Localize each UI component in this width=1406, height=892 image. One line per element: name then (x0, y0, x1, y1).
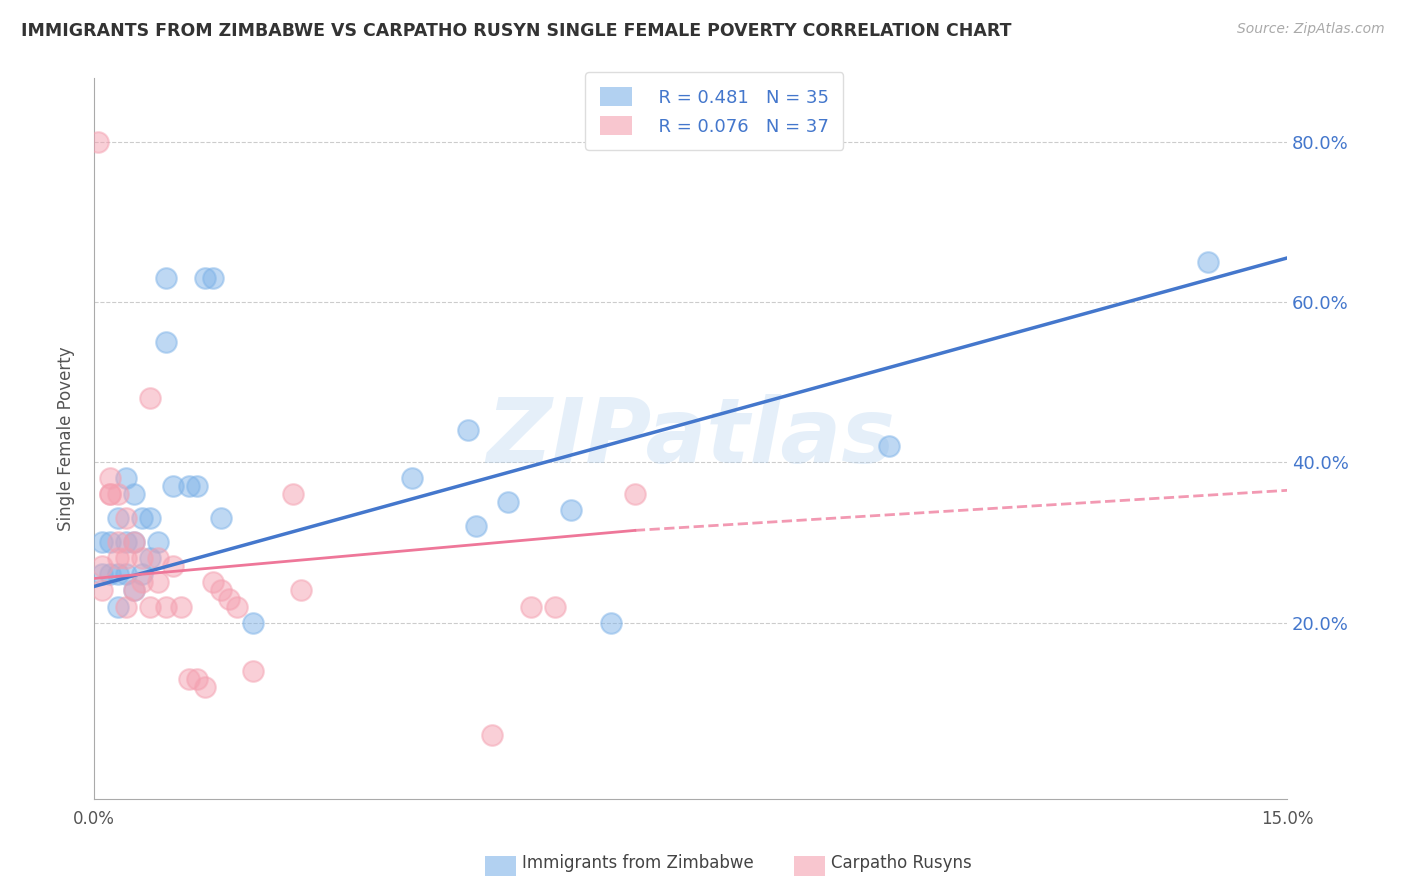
Point (98, 471, 121, 485)
Point (544, 599, 567, 614)
Point (194, 680, 217, 694)
Text: IMMIGRANTS FROM ZIMBABWE VS CARPATHO RUSYN SINGLE FEMALE POVERTY CORRELATION CHA: IMMIGRANTS FROM ZIMBABWE VS CARPATHO RUS… (21, 22, 1011, 40)
Point (122, 535, 145, 549)
Point (146, 575, 169, 590)
Point (107, 487, 129, 501)
Point (107, 567, 129, 582)
Point (98, 487, 121, 501)
Text: Immigrants from Zimbabwe: Immigrants from Zimbabwe (522, 855, 754, 872)
Point (114, 551, 136, 566)
Text: Carpatho Rusyns: Carpatho Rusyns (831, 855, 972, 872)
Point (624, 487, 647, 501)
Point (186, 479, 208, 493)
Point (114, 471, 136, 485)
Point (114, 535, 136, 549)
Point (226, 599, 249, 614)
Point (131, 575, 153, 590)
Y-axis label: Single Female Poverty: Single Female Poverty (58, 346, 75, 531)
Point (122, 487, 145, 501)
Point (560, 503, 582, 517)
Point (90, 583, 112, 598)
Point (122, 535, 145, 549)
Point (209, 583, 232, 598)
Point (131, 511, 153, 525)
Point (179, 479, 201, 493)
Point (155, 599, 177, 614)
Point (202, 575, 225, 590)
Point (170, 599, 193, 614)
Point (218, 591, 240, 606)
Point (107, 551, 129, 566)
Point (401, 471, 423, 485)
Legend:   R = 0.481   N = 35,   R = 0.076   N = 37: R = 0.481 N = 35, R = 0.076 N = 37 (585, 72, 844, 150)
Point (90, 559, 112, 574)
Point (107, 511, 129, 525)
Point (879, 439, 901, 453)
Point (496, 495, 519, 509)
Point (107, 535, 129, 549)
Point (162, 479, 184, 493)
Point (242, 664, 264, 678)
Point (146, 535, 169, 549)
Point (194, 271, 217, 285)
Point (98, 567, 121, 582)
Text: ZIPatlas: ZIPatlas (486, 394, 896, 483)
Point (162, 559, 184, 574)
Point (87, 135, 110, 149)
Text: Source: ZipAtlas.com: Source: ZipAtlas.com (1237, 22, 1385, 37)
Point (202, 271, 225, 285)
Point (138, 391, 160, 405)
Point (457, 423, 479, 437)
Point (90, 535, 112, 549)
Point (114, 599, 136, 614)
Point (179, 672, 201, 686)
Point (122, 583, 145, 598)
Point (138, 511, 160, 525)
Point (98, 535, 121, 549)
Point (131, 551, 153, 566)
Point (122, 583, 145, 598)
Point (114, 567, 136, 582)
Point (90, 567, 112, 582)
Point (138, 599, 160, 614)
Point (114, 511, 136, 525)
Point (155, 335, 177, 350)
Point (146, 551, 169, 566)
Point (209, 511, 232, 525)
Point (520, 599, 543, 614)
Point (1197, 255, 1219, 269)
Point (155, 271, 177, 285)
Point (138, 551, 160, 566)
Point (186, 672, 208, 686)
Point (281, 487, 304, 501)
Point (290, 583, 312, 598)
Point (242, 615, 264, 630)
Point (131, 567, 153, 582)
Point (98, 487, 121, 501)
Point (107, 599, 129, 614)
Point (481, 728, 503, 742)
Point (464, 519, 486, 533)
Point (600, 615, 623, 630)
